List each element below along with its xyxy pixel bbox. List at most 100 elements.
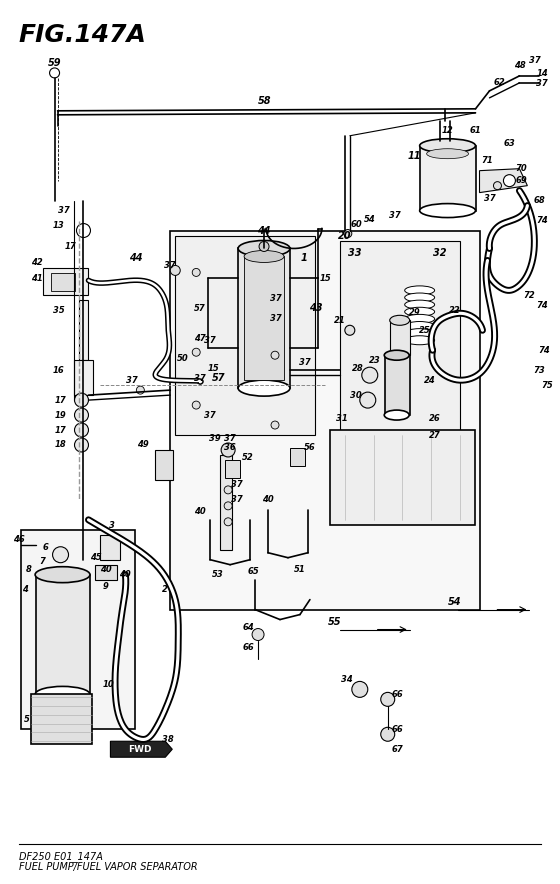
Text: 66: 66 <box>242 643 254 652</box>
Circle shape <box>352 682 368 697</box>
Circle shape <box>360 392 376 408</box>
Text: 40: 40 <box>262 495 274 505</box>
Bar <box>175 235 315 435</box>
Text: 17: 17 <box>55 396 67 405</box>
Text: 37: 37 <box>231 480 243 490</box>
Bar <box>244 256 284 380</box>
Bar <box>170 231 479 610</box>
Ellipse shape <box>35 686 90 703</box>
Text: 2: 2 <box>162 585 168 594</box>
Text: 19: 19 <box>55 410 67 420</box>
Text: 65: 65 <box>247 568 259 576</box>
Text: 67: 67 <box>392 744 404 754</box>
Text: 66: 66 <box>392 690 404 699</box>
Text: 44: 44 <box>129 254 142 263</box>
Text: 32: 32 <box>433 248 446 258</box>
Circle shape <box>53 546 68 563</box>
Text: 74: 74 <box>539 346 550 354</box>
Text: 55: 55 <box>328 616 342 627</box>
Text: 40: 40 <box>194 507 206 516</box>
Text: 37: 37 <box>58 206 69 215</box>
Text: 74: 74 <box>536 216 548 225</box>
Text: 29: 29 <box>409 308 421 316</box>
Polygon shape <box>110 742 172 758</box>
Text: 58: 58 <box>258 95 272 106</box>
Ellipse shape <box>419 203 475 217</box>
Text: 39: 39 <box>209 433 221 443</box>
Text: 70: 70 <box>516 164 528 173</box>
Circle shape <box>74 423 88 437</box>
Text: 17: 17 <box>64 242 76 251</box>
Text: 25: 25 <box>419 326 431 335</box>
Polygon shape <box>479 169 528 193</box>
Text: FIG.147A: FIG.147A <box>18 23 147 47</box>
Circle shape <box>224 486 232 494</box>
Text: 73: 73 <box>534 366 545 375</box>
Text: 61: 61 <box>470 126 482 135</box>
Text: DF250 E01_147A: DF250 E01_147A <box>18 851 102 862</box>
Text: 40: 40 <box>119 570 131 579</box>
Text: 37: 37 <box>204 336 216 345</box>
Circle shape <box>170 265 180 276</box>
Text: 9: 9 <box>102 583 109 591</box>
Text: 51: 51 <box>294 565 306 575</box>
Circle shape <box>344 230 352 238</box>
Circle shape <box>362 367 378 383</box>
Ellipse shape <box>35 567 90 583</box>
Text: 7: 7 <box>40 557 45 567</box>
Text: 13: 13 <box>53 221 64 230</box>
Text: 21: 21 <box>334 316 346 324</box>
Circle shape <box>77 224 91 238</box>
Ellipse shape <box>405 301 435 309</box>
Circle shape <box>271 421 279 429</box>
Ellipse shape <box>405 293 435 302</box>
Circle shape <box>74 408 88 422</box>
Bar <box>330 430 474 525</box>
Circle shape <box>271 351 279 359</box>
Text: 37: 37 <box>194 374 206 383</box>
Text: 72: 72 <box>524 291 535 300</box>
Text: 71: 71 <box>482 156 493 165</box>
Text: 36: 36 <box>224 444 236 453</box>
Circle shape <box>136 386 144 394</box>
Ellipse shape <box>405 336 435 345</box>
Polygon shape <box>43 269 88 295</box>
Circle shape <box>74 393 88 408</box>
Text: 57: 57 <box>212 373 225 383</box>
Ellipse shape <box>244 250 284 263</box>
Text: 52: 52 <box>242 453 254 462</box>
Circle shape <box>252 629 264 641</box>
Circle shape <box>345 325 355 335</box>
Text: 59: 59 <box>48 58 61 68</box>
Text: 26: 26 <box>429 414 441 423</box>
Text: 38: 38 <box>162 735 174 743</box>
Bar <box>78 301 88 360</box>
Text: 60: 60 <box>351 220 363 229</box>
Text: 37: 37 <box>270 314 282 323</box>
Text: 8: 8 <box>26 565 31 575</box>
Circle shape <box>224 502 232 510</box>
Circle shape <box>192 401 200 409</box>
Text: 37: 37 <box>231 495 243 505</box>
Ellipse shape <box>405 315 435 324</box>
Circle shape <box>503 175 515 187</box>
Ellipse shape <box>419 139 475 153</box>
Text: 63: 63 <box>503 140 515 149</box>
Text: 35: 35 <box>53 306 64 315</box>
Ellipse shape <box>238 240 290 256</box>
Text: 28: 28 <box>352 363 363 373</box>
Text: 37: 37 <box>484 194 496 203</box>
Text: 31: 31 <box>336 414 348 423</box>
Text: 44: 44 <box>257 225 271 235</box>
Text: 14: 14 <box>536 70 548 79</box>
Circle shape <box>192 348 200 356</box>
Circle shape <box>259 241 269 251</box>
Bar <box>155 450 173 480</box>
Text: 10: 10 <box>102 680 114 689</box>
Text: 37: 37 <box>204 410 216 420</box>
Bar <box>73 360 94 395</box>
Text: 37: 37 <box>270 293 282 303</box>
Bar <box>36 575 91 694</box>
Text: 20: 20 <box>338 231 352 240</box>
Text: 16: 16 <box>53 366 64 375</box>
